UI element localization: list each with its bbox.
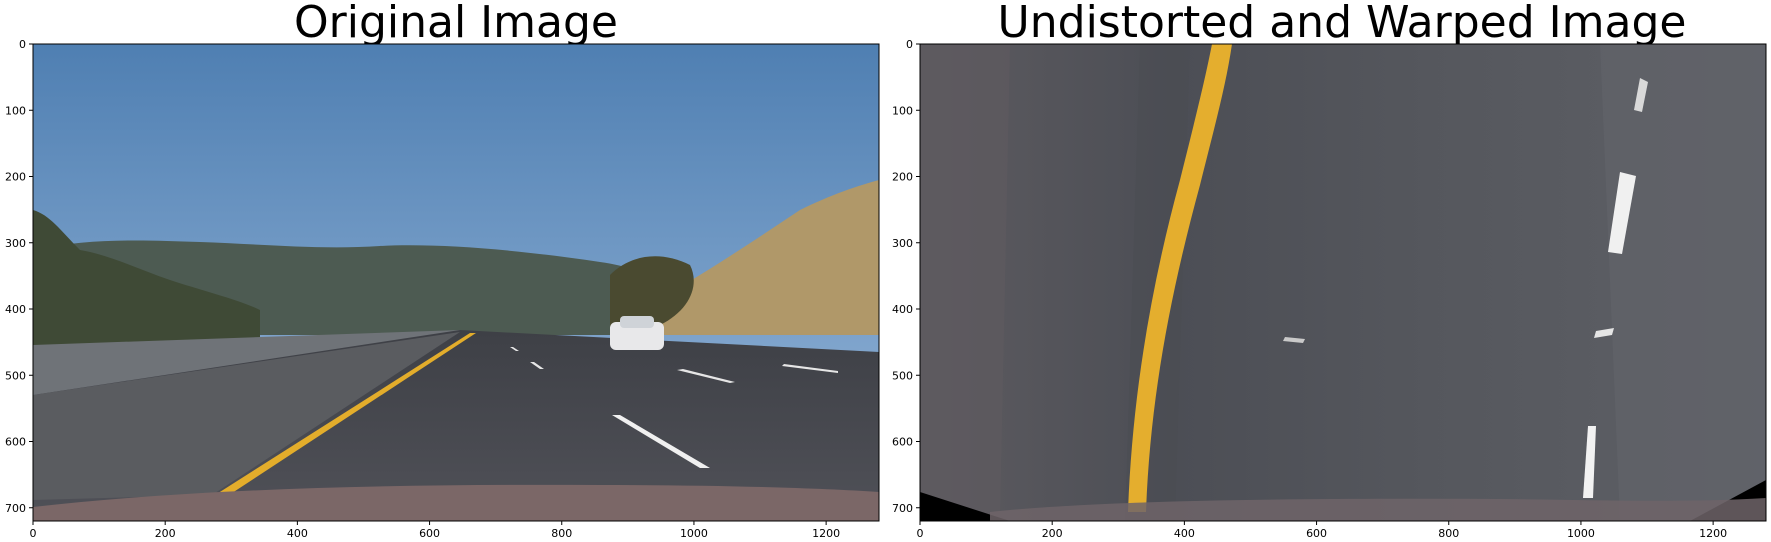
y-tick-label: 200 xyxy=(5,171,26,184)
left-panel-title: Original Image xyxy=(294,0,618,48)
right-axes-frame xyxy=(919,43,1767,522)
y-tick-label: 0 xyxy=(906,38,913,51)
original-image xyxy=(33,44,879,521)
y-tick-label: 600 xyxy=(5,436,26,449)
x-tick-label: 1000 xyxy=(1567,527,1595,540)
y-tick-label: 700 xyxy=(5,502,26,515)
y-tick-label: 0 xyxy=(19,38,26,51)
y-tick-label: 600 xyxy=(892,436,913,449)
y-tick-label: 500 xyxy=(892,369,913,382)
x-tick-label: 1200 xyxy=(1699,527,1727,540)
x-tick-label: 800 xyxy=(1438,527,1459,540)
x-tick-label: 600 xyxy=(1306,527,1327,540)
x-tick-label: 200 xyxy=(155,527,176,540)
x-tick-label: 1200 xyxy=(812,527,840,540)
x-tick-label: 200 xyxy=(1042,527,1063,540)
right-panel-title: Undistorted and Warped Image xyxy=(997,0,1687,48)
x-tick-label: 0 xyxy=(30,527,37,540)
left-axes-frame xyxy=(32,43,880,522)
y-tick-label: 300 xyxy=(892,237,913,250)
y-tick-label: 700 xyxy=(892,502,913,515)
warped-image xyxy=(920,44,1766,521)
y-tick-label: 100 xyxy=(892,104,913,117)
y-tick-label: 500 xyxy=(5,369,26,382)
y-tick-label: 200 xyxy=(892,171,913,184)
x-tick-label: 400 xyxy=(1174,527,1195,540)
x-tick-label: 400 xyxy=(287,527,308,540)
x-tick-label: 1000 xyxy=(680,527,708,540)
y-tick-label: 400 xyxy=(5,303,26,316)
tick-layer: 0 200 400 600 800 1000 12000100200300400500600… xyxy=(5,38,1727,540)
y-tick-label: 100 xyxy=(5,104,26,117)
x-tick-label: 800 xyxy=(551,527,572,540)
y-tick-label: 300 xyxy=(5,237,26,250)
x-tick-label: 600 xyxy=(419,527,440,540)
y-tick-label: 400 xyxy=(892,303,913,316)
x-tick-label: 0 xyxy=(917,527,924,540)
